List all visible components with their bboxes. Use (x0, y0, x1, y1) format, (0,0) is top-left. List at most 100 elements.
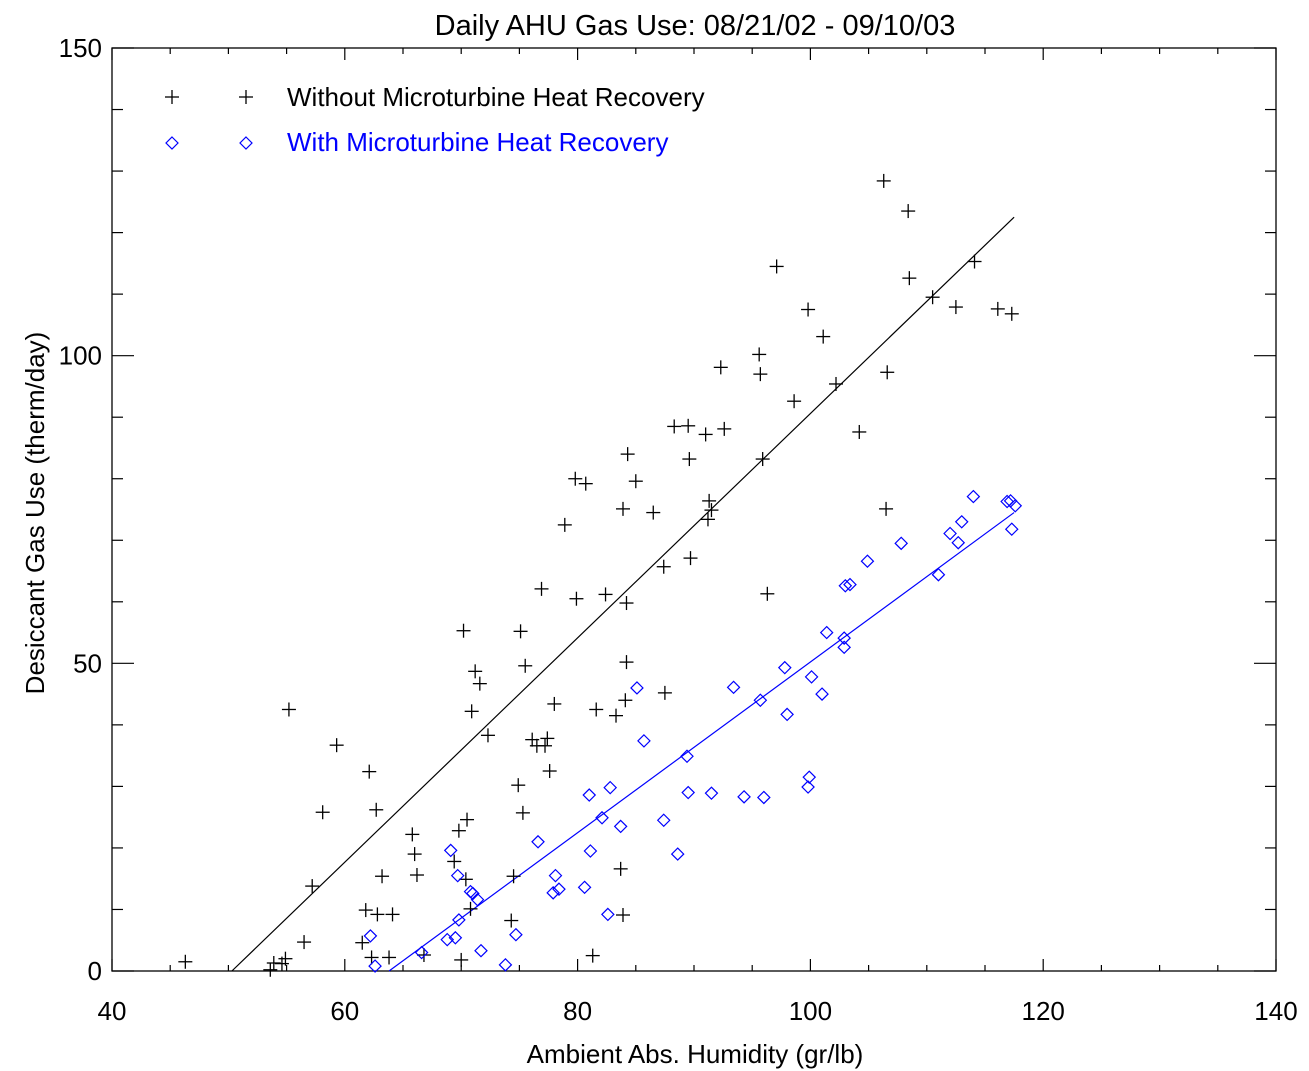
plus-point (540, 731, 555, 746)
legend-diamond-mark (239, 136, 253, 150)
diamond-point (582, 788, 597, 802)
plus-point (760, 586, 775, 601)
diamond-point (931, 567, 946, 582)
plus-point (615, 908, 630, 923)
diamond-point (951, 535, 966, 550)
x-tick-label: 80 (563, 996, 592, 1026)
plus-point (305, 879, 320, 894)
plus-point (755, 452, 770, 467)
plus-point (598, 587, 613, 602)
y-tick-label: 100 (59, 341, 102, 371)
plus-point (278, 951, 293, 966)
plus-point (178, 954, 193, 969)
diamond-point (465, 886, 480, 901)
diamond-point (595, 810, 609, 825)
axis-ticks (111, 47, 1277, 972)
legend-item-with-heat-recovery: With Microturbine Heat Recovery (165, 127, 668, 157)
x-tick-label: 140 (1254, 996, 1297, 1026)
y-tick-label: 0 (88, 956, 102, 986)
plus-point (753, 367, 768, 382)
plus-point (613, 861, 628, 876)
plus-point (511, 778, 526, 793)
x-tick-label: 120 (1022, 996, 1065, 1026)
y-tick-label: 50 (73, 648, 102, 678)
diamond-point (802, 770, 817, 785)
plus-point (683, 551, 698, 566)
plus-point (615, 501, 630, 516)
legend-diamond-marker (165, 136, 179, 150)
diamond-point (546, 886, 561, 900)
x-tick-label: 60 (330, 996, 359, 1026)
diamond-point (448, 930, 463, 945)
diamond-point (843, 577, 857, 592)
plus-point (1004, 306, 1019, 321)
plus-point (589, 702, 604, 717)
diamond-point (637, 734, 651, 748)
plus-point (362, 764, 377, 779)
plus-point (902, 271, 917, 286)
plus-point (557, 517, 572, 532)
diamond-point (804, 670, 819, 684)
diamond-point (1004, 522, 1019, 537)
legend-plus-mark (239, 90, 253, 104)
diamond-point (613, 819, 628, 834)
plus-point (585, 948, 600, 963)
plus-point (667, 419, 682, 434)
plus-point (480, 728, 495, 743)
legend: Without Microturbine Heat Recovery With … (165, 82, 705, 157)
diamond-point (531, 834, 545, 849)
legend-label-with-heat-recovery: With Microturbine Heat Recovery (287, 127, 668, 157)
x-tick-label: 100 (789, 996, 832, 1026)
plus-point (901, 204, 916, 219)
plus-point (405, 827, 420, 842)
plus-point (515, 805, 530, 820)
plus-point (628, 474, 643, 489)
plus-point (646, 505, 661, 520)
plus-point (879, 501, 894, 516)
plus-point (382, 950, 397, 965)
chart-title: Daily AHU Gas Use: 08/21/02 - 09/10/03 (435, 10, 956, 42)
plus-point (569, 591, 584, 606)
legend-plus-marker (239, 90, 253, 104)
plus-point (407, 847, 422, 862)
plus-point (925, 290, 940, 305)
diamond-point (777, 660, 792, 675)
plus-point (876, 173, 891, 188)
plus-point (447, 854, 462, 869)
plus-point (657, 685, 672, 700)
diamond-point (954, 514, 969, 529)
plus-point (464, 704, 479, 719)
plus-point (355, 935, 370, 950)
diamond-point (470, 892, 485, 907)
diamond-point (414, 945, 429, 960)
diamond-point (815, 687, 829, 701)
plus-point (698, 427, 713, 442)
diamond-point (680, 749, 694, 764)
plus-point (618, 693, 633, 708)
diamond-point (819, 625, 834, 640)
diamond-point (894, 536, 909, 551)
diamond-point (601, 907, 615, 922)
plus-point (451, 823, 466, 838)
plus-point (416, 948, 431, 963)
plus-point (829, 376, 844, 391)
diamond-point (704, 786, 719, 801)
plus-point (263, 962, 278, 977)
legend-label-without-heat-recovery: Without Microturbine Heat Recovery (287, 82, 705, 112)
plus-point (472, 676, 487, 691)
plus-point (801, 302, 816, 317)
plus-point (518, 658, 533, 673)
plus-point (456, 623, 471, 638)
plus-point (315, 805, 330, 820)
plus-point (460, 812, 475, 827)
plus-point (787, 394, 802, 409)
plus-point (852, 424, 867, 439)
diamond-point (509, 927, 523, 942)
plus-point (700, 512, 715, 527)
plus-point (682, 452, 697, 467)
diamond-point (780, 707, 794, 722)
plus-point (504, 913, 519, 928)
